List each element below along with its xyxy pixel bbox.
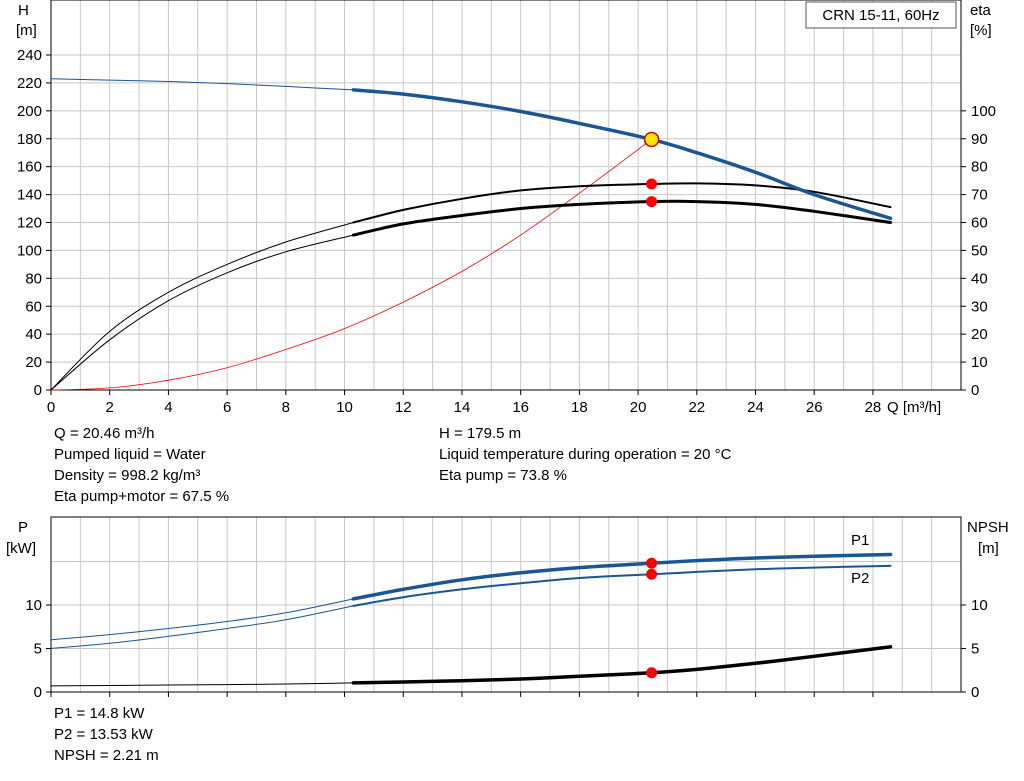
y2-tick-label: 5 <box>971 641 979 658</box>
x-tick-label: 6 <box>223 399 231 416</box>
y2-axis-unit: [m] <box>978 540 999 557</box>
eta-pump-point <box>646 178 658 190</box>
x-tick-label: 10 <box>336 399 353 416</box>
eta-pump-line-low <box>50 222 354 391</box>
x-tick-label: 14 <box>454 399 471 416</box>
head-efficiency-plot: 0 2 4 6 8 10 12 14 16 18 20 22 24 26 28020406080100120… <box>16 0 996 416</box>
info-eta-pump-motor: Eta pump+motor = 67.5 % <box>54 488 230 505</box>
y2-tick-label: 10 <box>971 354 988 371</box>
info-eta-pump: Eta pump = 73.8 % <box>439 467 567 484</box>
y2-tick-label: 80 <box>971 159 988 176</box>
y2-tick-label: 0 <box>971 382 979 399</box>
duty-point <box>643 131 660 148</box>
info-p2: P2 = 13.53 kW <box>54 726 153 743</box>
y-tick-label: 240 <box>17 47 42 64</box>
npsh-line-low <box>50 682 354 687</box>
p1-line <box>351 552 893 601</box>
x-tick-label: 24 <box>747 399 764 416</box>
y2-tick-label: 0 <box>971 684 979 701</box>
x-tick-label: 12 <box>395 399 412 416</box>
info-npsh: NPSH = 2.21 m <box>54 747 159 764</box>
x-tick-label: 28 <box>865 399 882 416</box>
p2-series-label: P2 <box>851 570 869 587</box>
y-tick-label: 60 <box>25 298 42 315</box>
y2-tick-label: 60 <box>971 215 988 232</box>
y2-tick-label: 100 <box>971 103 996 120</box>
y-axis-unit: [m] <box>16 22 37 39</box>
npsh-line <box>351 645 893 685</box>
y2-axis-label: NPSH <box>967 519 1009 536</box>
y-tick-label: 0 <box>34 382 42 399</box>
eta-pump-line <box>352 182 892 224</box>
y2-tick-label: 30 <box>971 298 988 315</box>
info-liquid-temperature: Liquid temperature during operation = 20… <box>439 446 732 463</box>
info-q: Q = 20.46 m³/h <box>54 425 155 442</box>
y2-axis-label: eta <box>970 2 992 19</box>
eta-total-point <box>646 196 658 208</box>
x-tick-label: 2 <box>106 399 114 416</box>
p2-point <box>646 568 658 580</box>
x-tick-label: 16 <box>512 399 529 416</box>
y-tick-label: 10 <box>25 597 42 614</box>
x-tick-label: 20 <box>630 399 647 416</box>
y2-axis-unit: [%] <box>970 22 992 39</box>
p2-line <box>352 564 892 607</box>
head-line <box>351 88 893 221</box>
x-tick-label: 4 <box>164 399 172 416</box>
y2-tick-label: 70 <box>971 187 988 204</box>
y2-tick-label: 10 <box>971 597 988 614</box>
head-line-low <box>50 78 354 91</box>
chart-title: CRN 15-11, 60Hz <box>822 7 939 24</box>
eta-total-line-low <box>50 234 354 391</box>
y-tick-label: 160 <box>17 159 42 176</box>
info-head: H = 179.5 m <box>439 425 522 442</box>
power-npsh-plot: 0 5 10 0 5 10 P [kW] NPSH [m] P1 P2 <box>6 516 1009 701</box>
info-pumped-liquid: Pumped liquid = Water <box>54 446 206 463</box>
x-axis-label: Q [m³/h] <box>887 399 941 416</box>
x-tick-label: 0 <box>47 399 55 416</box>
y2-tick-label: 20 <box>971 326 988 343</box>
y-axis-label: P <box>18 519 28 536</box>
x-tick-label: 8 <box>282 399 290 416</box>
info-p1: P1 = 14.8 kW <box>54 705 145 722</box>
y-axis-label: H <box>18 2 29 19</box>
y2-tick-label: 50 <box>971 242 988 259</box>
eta-total-line <box>351 199 892 237</box>
y2-tick-label: 40 <box>971 270 988 287</box>
y-axis-unit: [kW] <box>6 540 36 557</box>
npsh-point <box>646 667 658 679</box>
y-tick-label: 120 <box>17 215 42 232</box>
x-tick-label: 18 <box>571 399 588 416</box>
y-tick-label: 180 <box>17 131 42 148</box>
info-density: Density = 998.2 kg/m³ <box>54 467 201 484</box>
system-curve-line <box>50 139 652 391</box>
y-tick-label: 220 <box>17 75 42 92</box>
p1-line-low <box>50 598 354 641</box>
p1-point <box>646 557 658 569</box>
y-tick-label: 140 <box>17 187 42 204</box>
y-tick-label: 0 <box>34 684 42 701</box>
x-tick-label: 26 <box>806 399 823 416</box>
y-tick-label: 200 <box>17 103 42 120</box>
y-tick-label: 100 <box>17 242 42 259</box>
y-tick-label: 80 <box>25 270 42 287</box>
y-tick-label: 5 <box>34 641 42 658</box>
p2-line-low <box>50 605 354 649</box>
x-tick-label: 22 <box>688 399 705 416</box>
p1-series-label: P1 <box>851 532 869 549</box>
y-tick-label: 20 <box>25 354 42 371</box>
y2-tick-label: 90 <box>971 131 988 148</box>
y-tick-label: 40 <box>25 326 42 343</box>
chart-title-box: CRN 15-11, 60Hz <box>805 1 957 29</box>
